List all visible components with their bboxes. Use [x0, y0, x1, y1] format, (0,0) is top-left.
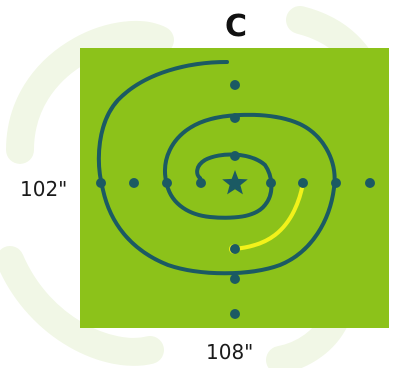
marker-dot	[230, 151, 240, 161]
marker-dot	[298, 178, 308, 188]
marker-dot	[365, 178, 375, 188]
marker-dot	[266, 178, 276, 188]
marker-dot	[162, 178, 172, 188]
marker-dot	[230, 113, 240, 123]
marker-dot	[331, 178, 341, 188]
marker-dot	[196, 178, 206, 188]
marker-dot	[230, 274, 240, 284]
height-label: 102"	[20, 177, 68, 201]
marker-dot	[129, 178, 139, 188]
marker-dot	[230, 244, 240, 254]
width-label: 108"	[206, 340, 254, 364]
marker-dot	[230, 80, 240, 90]
marker-dot	[230, 309, 240, 319]
marker-dot	[96, 178, 106, 188]
highlight-path	[232, 181, 305, 251]
arena-field	[80, 48, 389, 328]
star-icon	[222, 170, 248, 195]
diagram-title: C	[224, 9, 248, 44]
